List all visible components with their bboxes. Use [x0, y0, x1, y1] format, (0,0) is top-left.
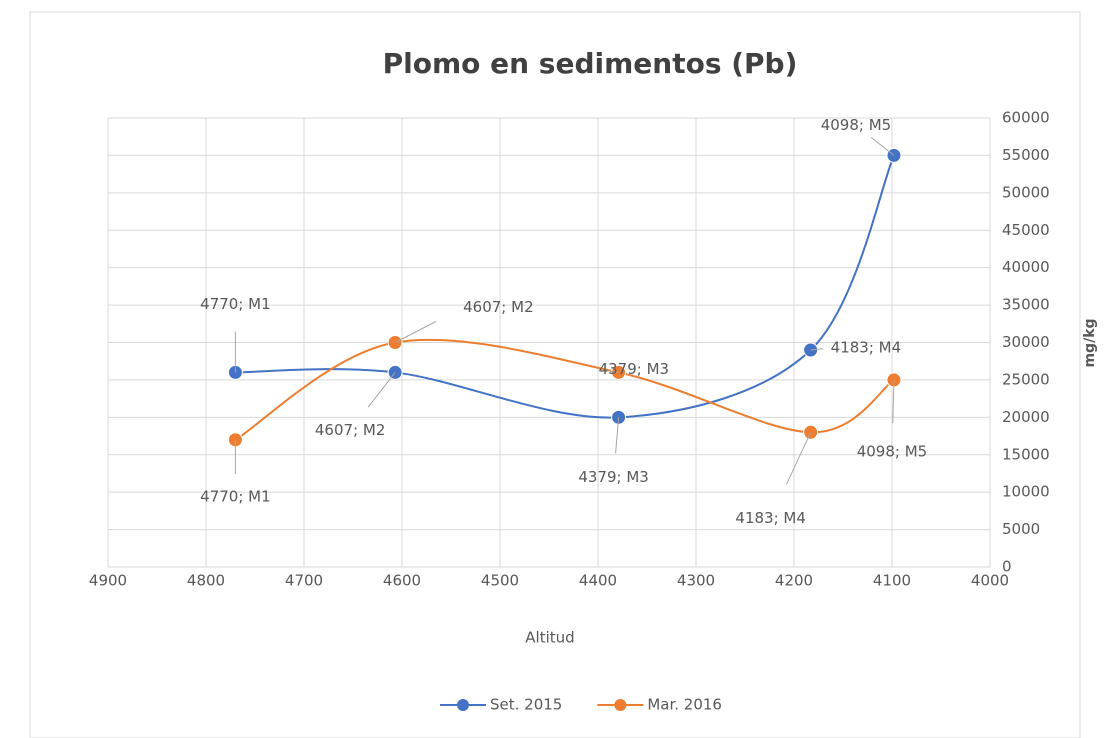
legend-marker [457, 699, 469, 711]
chart: Plomo en sedimentos (Pb) Altitud mg/kg 0… [0, 0, 1111, 738]
y-tick-label: 5000 [1002, 520, 1040, 538]
data-label: 4607; M2 [463, 298, 533, 316]
data-label: 4098; M5 [821, 116, 891, 134]
x-tick-label: 4500 [481, 572, 519, 590]
data-label: 4379; M3 [599, 360, 669, 378]
data-label: 4098; M5 [857, 442, 927, 460]
chart-title: Plomo en sedimentos (Pb) [383, 47, 798, 80]
y-tick-label: 15000 [1002, 445, 1050, 463]
data-label: 4183; M4 [735, 509, 805, 527]
data-label: 4379; M3 [578, 468, 648, 486]
page: {"chart_data": {"type": "line", "title":… [0, 0, 1111, 738]
x-tick-label: 4200 [775, 572, 813, 590]
y-tick-label: 10000 [1002, 483, 1050, 501]
x-tick-label: 4800 [187, 572, 225, 590]
data-label: 4183; M4 [831, 338, 901, 356]
x-tick-label: 4600 [383, 572, 421, 590]
legend-label: Set. 2015 [490, 696, 562, 714]
x-tick-label: 4000 [971, 572, 1009, 590]
x-axis-label: Altitud [525, 629, 574, 647]
x-tick-label: 4300 [677, 572, 715, 590]
data-label: 4607; M2 [315, 421, 385, 439]
x-tick-label: 4900 [89, 572, 127, 590]
y-tick-label: 35000 [1002, 296, 1050, 314]
legend-label: Mar. 2016 [647, 696, 722, 714]
x-tick-label: 4400 [579, 572, 617, 590]
y-tick-label: 45000 [1002, 221, 1050, 239]
legend-marker [614, 699, 626, 711]
data-label: 4770; M1 [200, 487, 270, 505]
y-tick-label: 30000 [1002, 333, 1050, 351]
data-label: 4770; M1 [200, 295, 270, 313]
y-tick-label: 60000 [1002, 109, 1050, 127]
x-tick-label: 4700 [285, 572, 323, 590]
y-tick-label: 20000 [1002, 408, 1050, 426]
y-tick-label: 40000 [1002, 258, 1050, 276]
y-tick-label: 25000 [1002, 370, 1050, 388]
x-tick-label: 4100 [873, 572, 911, 590]
y-tick-label: 50000 [1002, 183, 1050, 201]
y-axis-label: mg/kg [1082, 318, 1098, 367]
y-tick-label: 55000 [1002, 146, 1050, 164]
